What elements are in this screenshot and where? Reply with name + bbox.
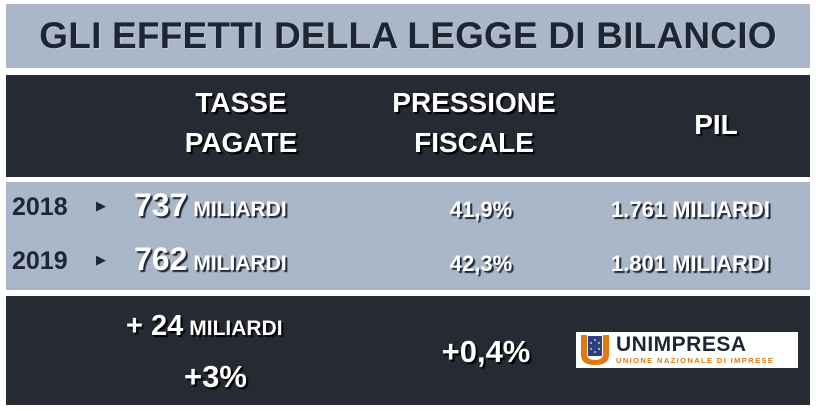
pressione-value: 42,3% xyxy=(449,251,513,276)
unimpresa-logo-icon xyxy=(581,335,609,365)
data-row-2019: 2019 ▶ 762 MILIARDI 42,3% 1.801 MILIARDI xyxy=(6,239,810,291)
tasse-unit: MILIARDI xyxy=(193,198,287,221)
delta-tasse-value: + 24 xyxy=(126,310,184,342)
title-band: GLI EFFETTI DELLA LEGGE DI BILANCIO xyxy=(6,4,810,68)
header-tasse-line1: TASSE xyxy=(195,87,287,118)
pressione-value: 41,9% xyxy=(449,197,513,222)
tasse-amount: 737 MILIARDI xyxy=(134,187,287,224)
pil-value: 1.801 MILIARDI xyxy=(611,251,770,276)
data-row-2018: 2018 ▶ 737 MILIARDI 41,9% 1.761 MILIARDI xyxy=(6,185,810,237)
logo-name: UNIMPRESA xyxy=(616,333,747,356)
delta-pressione: +0,4% xyxy=(441,334,531,369)
delta-tasse-percent: +3% xyxy=(184,359,247,394)
year-label: 2018 xyxy=(12,193,68,221)
header-pil: PIL xyxy=(694,109,738,140)
logo-text: UNIMPRESA UNIONE NAZIONALE DI IMPRESE xyxy=(616,334,774,366)
pil-value: 1.761 MILIARDI xyxy=(611,197,770,222)
triangle-right-icon: ▶ xyxy=(96,252,106,267)
header-tasse-line2: PAGATE xyxy=(184,127,298,158)
tasse-unit: MILIARDI xyxy=(193,252,287,275)
header-pressione-line1: PRESSIONE xyxy=(392,87,556,118)
year-label: 2019 xyxy=(12,247,68,275)
triangle-right-icon: ▶ xyxy=(96,198,106,213)
delta-tasse-amount: + 24 MILIARDI xyxy=(126,310,283,343)
tasse-amount: 762 MILIARDI xyxy=(134,241,287,278)
unimpresa-logo: UNIMPRESA UNIONE NAZIONALE DI IMPRESE xyxy=(576,332,798,368)
delta-tasse-unit: MILIARDI xyxy=(189,317,283,340)
page-title: GLI EFFETTI DELLA LEGGE DI BILANCIO xyxy=(39,15,777,56)
tasse-value: 762 xyxy=(134,241,188,277)
data-band: 2018 ▶ 737 MILIARDI 41,9% 1.761 MILIARDI … xyxy=(6,182,810,290)
header-tasse-pagate: TASSE PAGATE xyxy=(156,83,326,163)
logo-tagline: UNIONE NAZIONALE DI IMPRESE xyxy=(616,356,775,365)
header-band: TASSE PAGATE PRESSIONE FISCALE PIL xyxy=(6,75,810,177)
delta-band: + 24 MILIARDI +3% +0,4% UNIMPRESA UNIONE … xyxy=(6,296,810,405)
tasse-value: 737 xyxy=(134,187,188,223)
header-pressione-line2: FISCALE xyxy=(414,127,534,158)
header-pressione-fiscale: PRESSIONE FISCALE xyxy=(374,83,574,163)
